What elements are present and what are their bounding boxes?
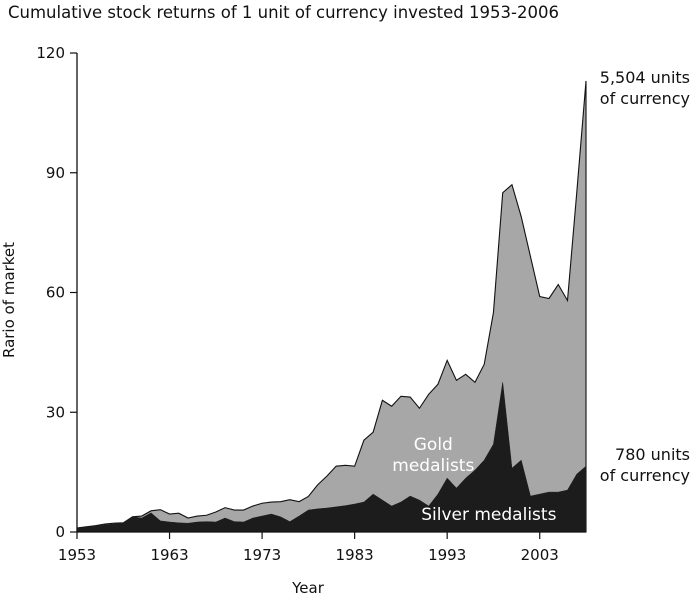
x-tick-label: 1993 (428, 546, 466, 564)
annotation-gold-medalists: 5,504 units (600, 68, 690, 87)
y-axis-label: Rario of market (0, 242, 18, 358)
area-silver-medalists (76, 382, 587, 533)
y-tick-label: 60 (46, 284, 65, 302)
x-tick-label: 2003 (521, 546, 559, 564)
x-tick-label: 1953 (58, 546, 96, 564)
y-tick-label: 30 (46, 403, 65, 421)
x-axis-label: Year (291, 579, 325, 597)
x-tick-label: 1963 (150, 546, 188, 564)
annotations: 5,504 units of currency 780 units of curren… (600, 68, 690, 485)
series-label-gold-medalists: medalists (392, 456, 474, 476)
x-axis-ticks: 1953 1963 1973 1983 1993 2003 (58, 532, 559, 564)
area-layer (76, 80, 587, 533)
annotation-silver-medalists: of currency (600, 466, 690, 485)
series-label-gold-medalists: Gold (414, 435, 453, 455)
x-tick-label: 1973 (243, 546, 281, 564)
area-gold-medalists (76, 80, 587, 533)
series-label-silver-medalists: Silver medalists (421, 505, 556, 525)
y-tick-label: 0 (55, 523, 65, 541)
chart-title: Cumulative stock returns of 1 unit of cu… (8, 3, 559, 22)
y-tick-label: 90 (46, 164, 65, 182)
annotation-gold-medalists: of currency (600, 89, 690, 108)
y-axis-ticks: 0 30 60 90 120 (36, 44, 77, 541)
y-tick-label: 120 (36, 44, 65, 62)
annotation-silver-medalists: 780 units (615, 445, 690, 464)
x-tick-label: 1983 (336, 546, 374, 564)
